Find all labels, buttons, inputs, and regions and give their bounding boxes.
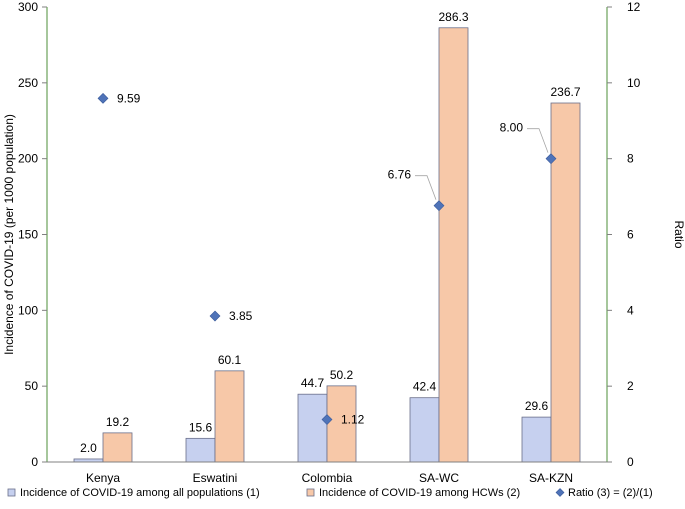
y-tick-label-right: 0 <box>627 455 634 469</box>
bar-hcws <box>326 385 357 463</box>
y-axis-title-right: Ratio <box>672 220 685 248</box>
y-tick-label-right: 12 <box>627 0 641 14</box>
bar-hcws <box>550 102 581 463</box>
ratio-marker <box>321 414 333 425</box>
ratio-marker <box>433 200 445 212</box>
ratio-marker <box>209 310 221 322</box>
x-tick-label: SA-WC <box>419 471 459 485</box>
legend-marker-ratio <box>555 488 565 497</box>
y-tick-label-left: 50 <box>25 379 39 393</box>
bar-all-populations <box>297 393 328 463</box>
legend-label-hcws: Incidence of COVID-19 among HCWs (2) <box>319 487 520 499</box>
ratio-label: 9.59 <box>117 91 141 105</box>
ratio-label: 3.85 <box>229 309 253 323</box>
ratio-label: 1.12 <box>341 413 365 427</box>
data-label-all-populations: 15.6 <box>189 420 213 434</box>
ratio-label-leader <box>415 175 437 200</box>
bar-all-populations <box>521 416 552 463</box>
data-label-hcws: 50.2 <box>330 368 354 382</box>
y-axis-title-left: Incidence of COVID-19 (per 1000 populati… <box>2 114 16 355</box>
y-tick-label-left: 250 <box>18 76 38 90</box>
data-label-all-populations: 2.0 <box>80 441 97 455</box>
bar-hcws <box>438 27 469 463</box>
y-tick-label-left: 300 <box>18 0 38 14</box>
y-tick-label-right: 10 <box>627 76 641 90</box>
data-label-hcws: 286.3 <box>438 10 468 24</box>
data-label-all-populations: 42.4 <box>413 380 437 394</box>
y-tick-label-right: 6 <box>627 228 634 242</box>
bar-all-populations <box>409 397 440 463</box>
y-tick-label-left: 200 <box>18 152 38 166</box>
plot-area: 2.0 19.2 15.6 60.1 44.7 50.2 42.4 286.3 29.6 236.… <box>73 10 581 463</box>
data-label-hcws: 236.7 <box>550 85 580 99</box>
x-tick-label: Kenya <box>86 471 120 485</box>
bar-hcws <box>102 432 133 463</box>
ratio-label: 8.00 <box>500 121 524 135</box>
x-tick-label: Eswatini <box>193 471 238 485</box>
bar-all-populations <box>185 437 216 463</box>
ratio-label: 6.76 <box>388 168 412 182</box>
data-label-all-populations: 44.7 <box>301 376 325 390</box>
legend-swatch-all-populations <box>7 488 16 497</box>
ratio-marker <box>97 92 109 104</box>
x-tick-label: Colombia <box>302 471 353 485</box>
legend-label-ratio: Ratio (3) = (2)/(1) <box>568 487 653 499</box>
data-label-hcws: 60.1 <box>218 353 242 367</box>
y-tick-label-right: 8 <box>627 152 634 166</box>
y-tick-label-left: 0 <box>31 455 38 469</box>
ratio-label-leader <box>527 128 549 153</box>
ratio-marker <box>545 153 557 165</box>
legend-swatch-hcws <box>306 488 315 497</box>
axes: 0 50 100 150 200 250 300 0 2 4 6 8 10 12 Kenya Eswatini… <box>2 0 685 485</box>
bar-hcws <box>214 370 245 463</box>
legend-label-all-populations: Incidence of COVID-19 among all populati… <box>20 487 260 499</box>
y-tick-label-left: 100 <box>18 303 38 317</box>
x-tick-label: SA-KZN <box>529 471 573 485</box>
data-label-hcws: 19.2 <box>106 415 130 429</box>
y-tick-label-right: 2 <box>627 379 634 393</box>
data-label-all-populations: 29.6 <box>525 399 549 413</box>
y-tick-label-left: 150 <box>18 228 38 242</box>
legend: Incidence of COVID-19 among all populati… <box>7 487 653 499</box>
y-tick-label-right: 4 <box>627 303 634 317</box>
